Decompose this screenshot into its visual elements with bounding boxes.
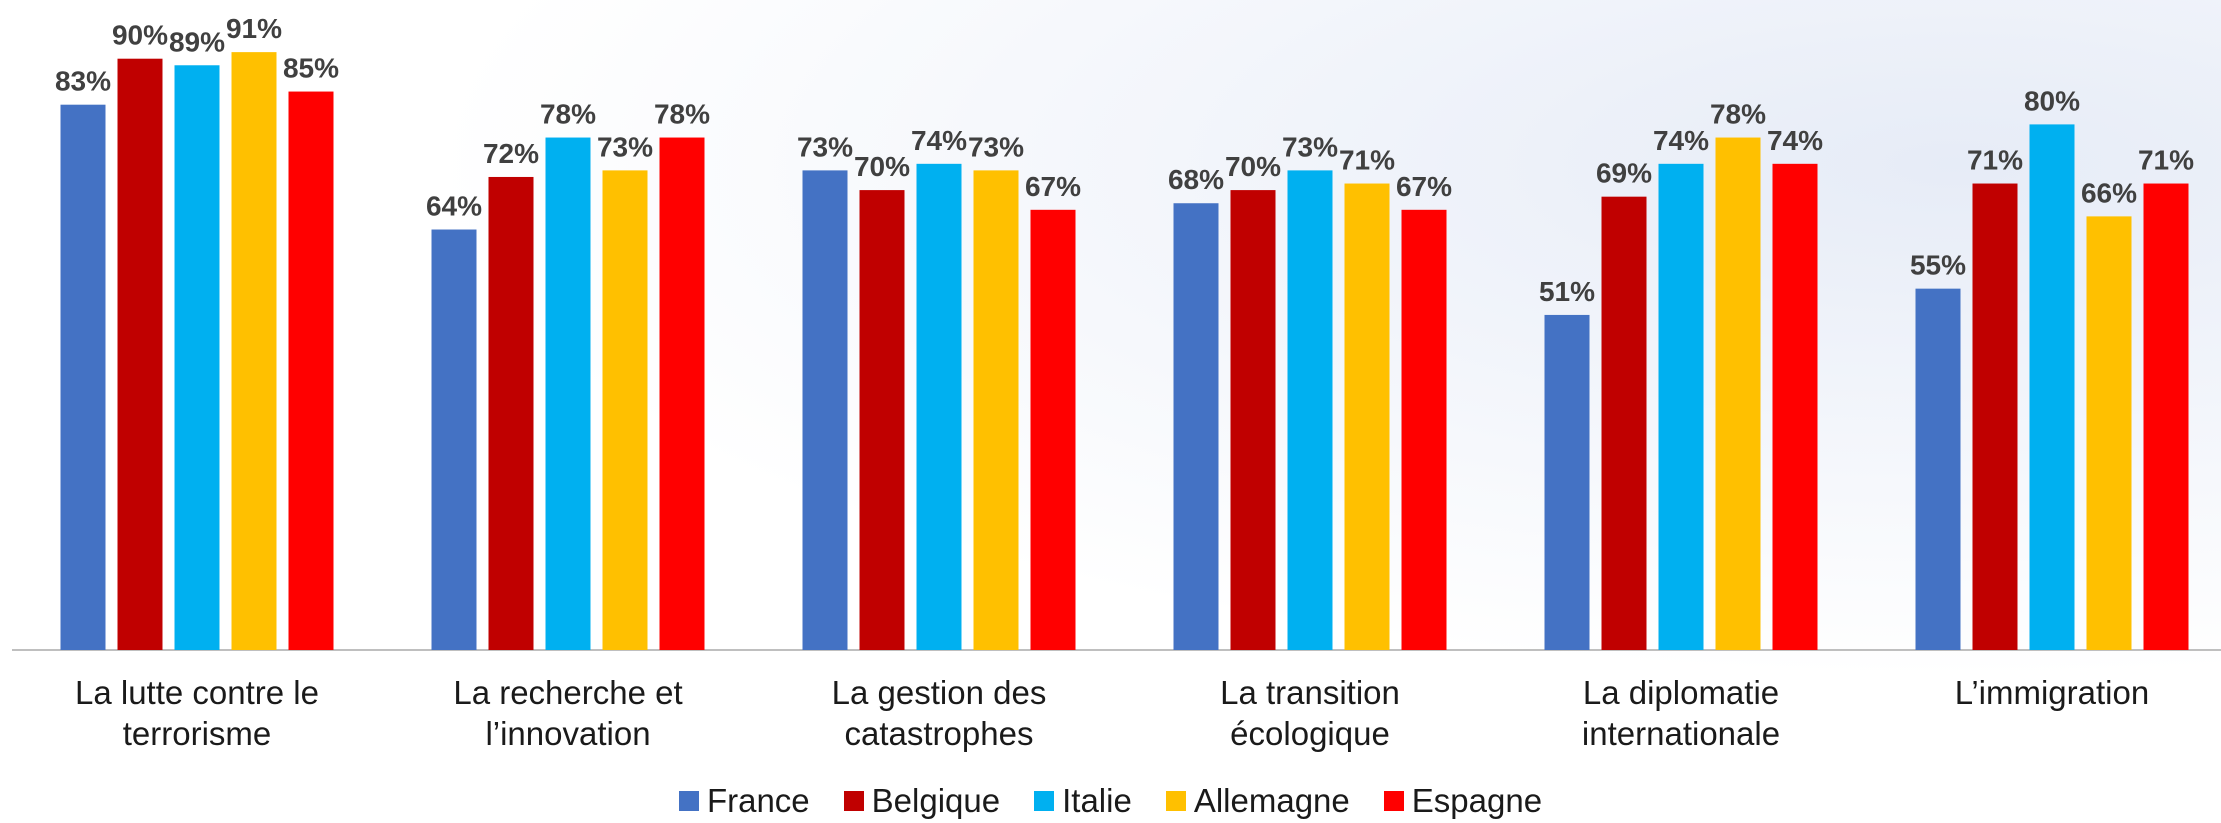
x-tick-label: La transition écologique [1220,674,1400,752]
value-label: 80% [2024,85,2080,116]
bar [1030,209,1076,650]
bar [1173,203,1219,651]
legend-item: Espagne [1383,782,1543,820]
value-label: 72% [483,138,539,169]
value-label: 51% [1539,276,1595,307]
value-label: 89% [169,26,225,57]
value-label: 73% [1282,131,1338,162]
bar [916,163,962,650]
value-label: 78% [540,99,596,130]
value-label: 90% [112,20,168,51]
value-label: 64% [426,191,482,222]
bar [1715,137,1761,651]
value-label: 78% [1710,99,1766,130]
bar [1772,163,1818,650]
bar [602,170,648,650]
value-label: 83% [55,66,111,97]
value-label: 74% [911,125,967,156]
bar [1344,183,1390,650]
value-label: 68% [1168,164,1224,195]
legend-label: France [706,782,810,819]
bar [60,104,106,650]
bar [802,170,848,650]
legend-swatch [1383,791,1404,811]
legend-item: France [678,782,810,820]
x-tick-label: La diplomatie internationale [1581,674,1781,752]
value-label: 71% [1967,145,2023,176]
bar [545,137,591,651]
value-label: 73% [597,131,653,162]
bar [2143,183,2189,650]
x-tick-label: L’immigration [1954,674,2150,711]
value-label: 71% [2138,145,2194,176]
legend-swatch [1165,791,1186,811]
legend-label: Allemagne [1193,782,1350,819]
value-label: 67% [1025,171,1081,202]
x-tick-label: La recherche et l’innovation [453,674,683,752]
bar [1287,170,1333,650]
bar [174,65,220,650]
value-label: 74% [1767,125,1823,156]
bar [859,190,905,650]
bar [231,52,277,650]
bar [2029,124,2075,650]
value-label: 73% [797,131,853,162]
legend: France Belgique Italie Allemagne Espagne [0,782,2221,820]
bar [1401,209,1447,650]
value-label: 69% [1596,158,1652,189]
legend-item: Italie [1034,782,1132,820]
bar [288,91,334,651]
bar [973,170,1019,650]
bar [659,137,705,651]
bar [431,229,477,650]
bar [2086,216,2132,650]
x-tick-label: La lutte contre le terrorisme [75,674,319,752]
legend-label: Italie [1062,782,1132,819]
legend-swatch [678,791,699,811]
bar [488,176,534,650]
legend-swatch [843,791,864,811]
value-label: 55% [1910,250,1966,281]
value-label: 85% [283,53,339,84]
value-label: 66% [2081,177,2137,208]
value-label: 70% [1225,151,1281,182]
bar [1658,163,1704,650]
value-label: 74% [1653,125,1709,156]
legend-item: Allemagne [1165,782,1350,820]
bar [1230,190,1276,650]
legend-label: Belgique [871,782,1001,819]
bar [1601,196,1647,651]
value-label: 70% [854,151,910,182]
x-tick-label: La gestion des catastrophes [831,674,1047,752]
legend-label: Espagne [1411,782,1543,819]
bar [117,58,163,650]
legend-item: Belgique [843,782,1001,820]
value-label: 71% [1339,145,1395,176]
bar [1972,183,2018,650]
value-label: 73% [968,131,1024,162]
legend-swatch [1034,791,1055,811]
bar [1915,288,1961,650]
bar [1544,314,1590,650]
value-label: 91% [226,13,282,44]
value-label: 78% [654,99,710,130]
value-label: 67% [1396,171,1452,202]
